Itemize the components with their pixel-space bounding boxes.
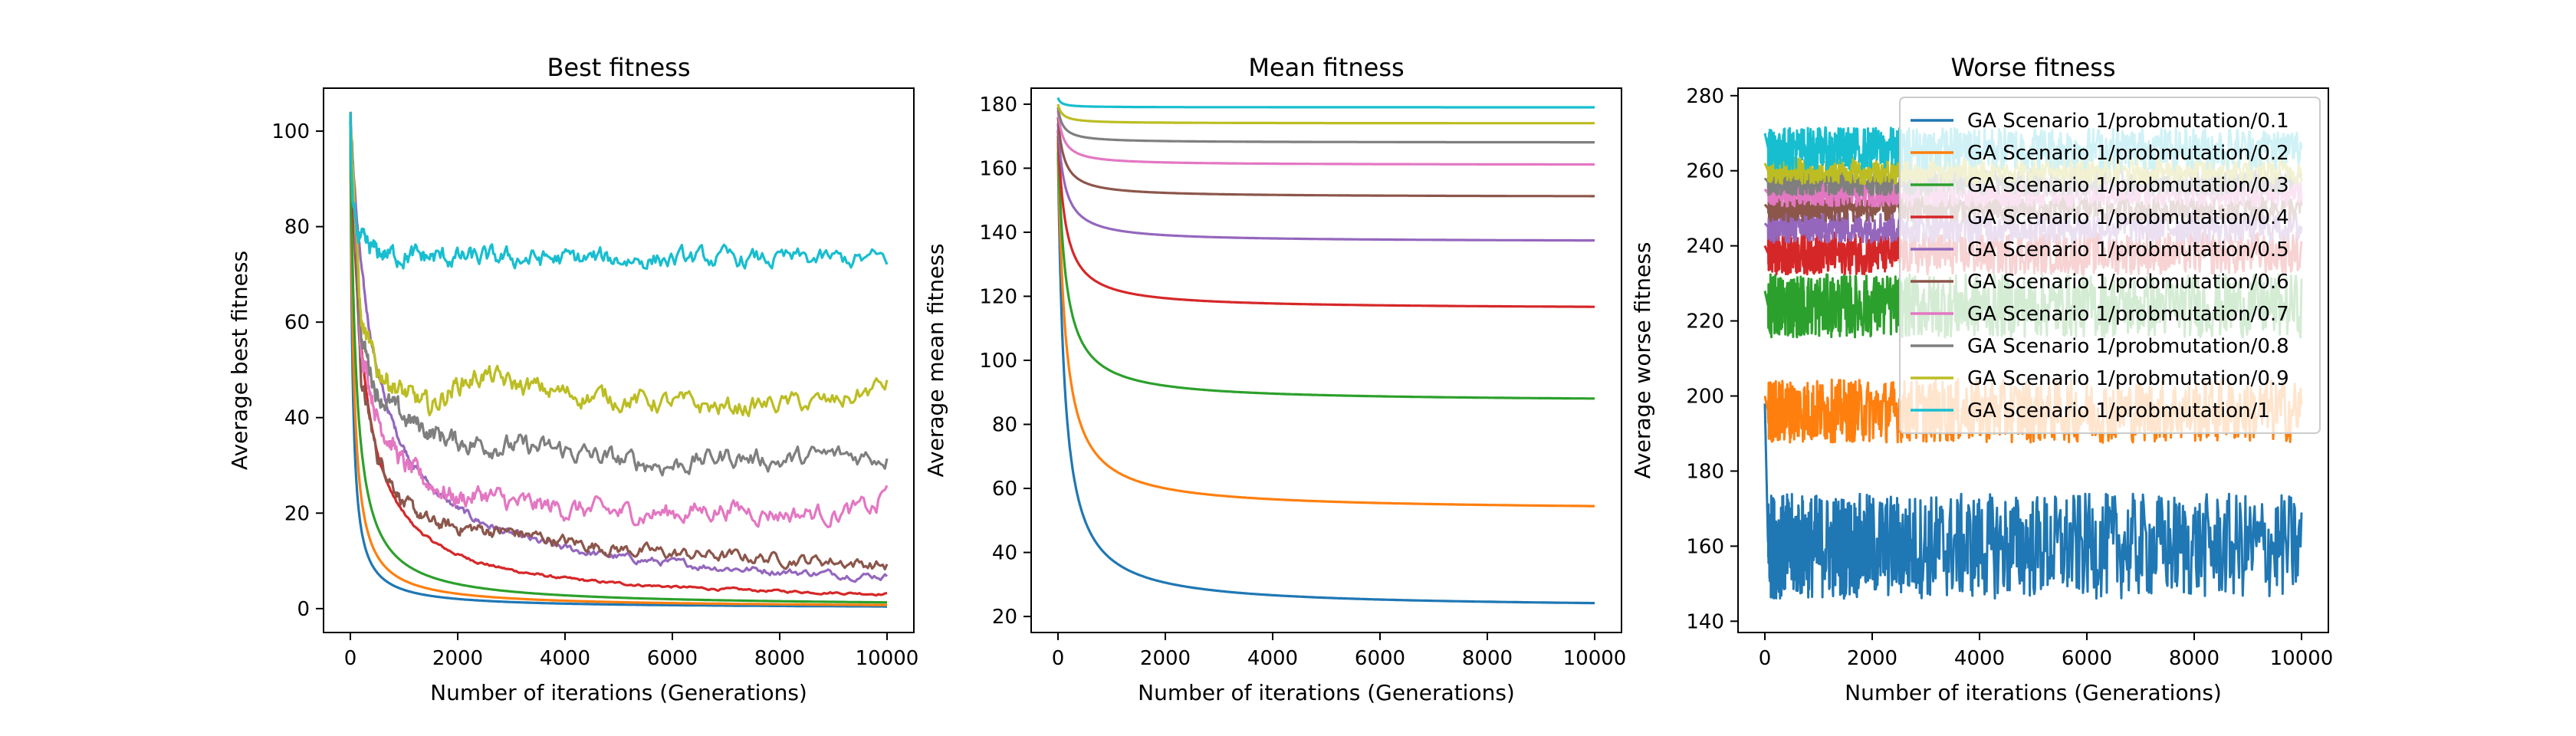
legend-entry-9: GA Scenario 1/probmutation/0.9	[1967, 367, 2289, 390]
y-tick-label: 20	[284, 502, 310, 525]
x-tick-label: 0	[1759, 647, 1772, 670]
series-line-8	[1056, 107, 1595, 144]
series-line-2	[1056, 142, 1595, 508]
legend-entry-2: GA Scenario 1/probmutation/0.2	[1967, 142, 2289, 165]
y-tick-label: 40	[992, 542, 1017, 565]
series-line-9	[1056, 103, 1595, 125]
y-tick-label: 280	[1686, 85, 1724, 108]
series-line-5	[1056, 123, 1595, 242]
x-tick-label: 6000	[647, 647, 698, 670]
y-tick-label: 60	[284, 311, 310, 334]
x-tick-label: 6000	[2062, 647, 2112, 670]
series-line-6	[349, 120, 889, 570]
x-tick-label: 4000	[540, 647, 590, 670]
x-tick-label: 0	[344, 647, 357, 670]
y-tick-label: 100	[271, 120, 310, 143]
legend-box	[1899, 97, 2321, 434]
x-tick-label: 4000	[1247, 647, 1298, 670]
series-line-1	[349, 126, 887, 608]
x-tick-label: 2000	[1140, 647, 1191, 670]
plot-frame	[323, 87, 915, 633]
legend-entry-5: GA Scenario 1/probmutation/0.5	[1967, 238, 2289, 261]
x-tick-label: 8000	[2169, 647, 2220, 670]
series-line-7	[1056, 110, 1595, 166]
x-axis-label: Number of iterations (Generations)	[1845, 680, 2222, 705]
chart-title: Mean fitness	[1248, 53, 1404, 82]
x-axis-label: Number of iterations (Generations)	[430, 680, 807, 705]
y-axis-label: Average best fitness	[227, 251, 252, 470]
series-group	[1056, 97, 1595, 605]
chart-title: Worse fitness	[1950, 53, 2115, 82]
x-tick-label: 10000	[2270, 647, 2334, 670]
x-tick-label: 8000	[754, 647, 805, 670]
x-tick-label: 8000	[1462, 647, 1513, 670]
y-tick-label: 180	[979, 94, 1017, 117]
legend-entry-6: GA Scenario 1/probmutation/0.6	[1967, 271, 2289, 294]
x-tick-label: 2000	[432, 647, 483, 670]
series-line-4	[1056, 130, 1595, 308]
y-tick-label: 120	[979, 285, 1017, 308]
legend-entry-8: GA Scenario 1/probmutation/0.8	[1967, 335, 2289, 358]
y-tick-label: 0	[297, 598, 310, 621]
x-axis-label: Number of iterations (Generations)	[1138, 680, 1515, 705]
y-tick-label: 40	[284, 407, 310, 430]
legend-entry-3: GA Scenario 1/probmutation/0.3	[1967, 174, 2289, 197]
x-tick-label: 6000	[1355, 647, 1405, 670]
legend-entry-4: GA Scenario 1/probmutation/0.4	[1967, 206, 2289, 229]
y-tick-label: 140	[979, 222, 1017, 245]
x-tick-label: 10000	[1563, 647, 1627, 670]
series-line-10	[349, 112, 889, 271]
y-tick-label: 240	[1686, 235, 1724, 258]
x-tick-label: 2000	[1847, 647, 1898, 670]
y-tick-label: 200	[1686, 386, 1724, 409]
y-tick-label: 180	[1686, 460, 1724, 483]
series-line-3	[1056, 136, 1595, 400]
series-line-8	[349, 110, 889, 477]
y-tick-label: 160	[1686, 535, 1724, 558]
y-tick-label: 80	[992, 414, 1017, 437]
legend-entry-1: GA Scenario 1/probmutation/0.1	[1967, 110, 2289, 133]
series-line-4	[349, 116, 888, 597]
legend-entry-10: GA Scenario 1/probmutation/1	[1967, 399, 2270, 422]
y-tick-label: 20	[992, 606, 1017, 629]
series-line-9	[349, 122, 889, 418]
y-tick-label: 100	[979, 350, 1017, 373]
series-line-7	[349, 111, 889, 529]
legend: GA Scenario 1/probmutation/0.1 GA Scenari…	[1899, 97, 2321, 434]
series-line-10	[1056, 97, 1595, 109]
series-line-1	[1056, 152, 1595, 605]
y-tick-label: 260	[1686, 160, 1724, 183]
y-axis-label: Average mean fitness	[923, 244, 948, 478]
best-fitness-panel: 0 2000 4000 6000 8000 10000 0 20 40 60 80 100 Best f…	[227, 53, 918, 705]
plot-frame	[1737, 87, 2329, 633]
series-line-1	[1763, 403, 2303, 600]
y-tick-label: 60	[992, 478, 1017, 501]
y-tick-label: 220	[1686, 310, 1724, 334]
y-tick-label: 140	[1686, 610, 1724, 633]
y-tick-label: 80	[284, 216, 310, 239]
mean-fitness-panel: 0 2000 4000 6000 8000 10000 20 40 60 80 100 120 140 1…	[923, 53, 1626, 705]
chart-title: Best fitness	[547, 53, 690, 82]
series-line-6	[1056, 116, 1595, 198]
x-tick-label: 0	[1052, 647, 1065, 670]
plot-frame	[1030, 87, 1622, 633]
worse-fitness-panel: 0 2000 4000 6000 8000 10000 140 160 180 200 220 240…	[1630, 53, 2333, 705]
x-tick-label: 10000	[856, 647, 919, 670]
x-tick-label: 4000	[1954, 647, 2005, 670]
series-line-3	[349, 121, 887, 604]
series-line-2	[349, 121, 887, 606]
y-tick-label: 160	[979, 157, 1017, 180]
legend-entry-7: GA Scenario 1/probmutation/0.7	[1967, 303, 2289, 326]
y-axis-label: Average worse fitness	[1630, 242, 1655, 479]
series-group	[349, 110, 889, 608]
